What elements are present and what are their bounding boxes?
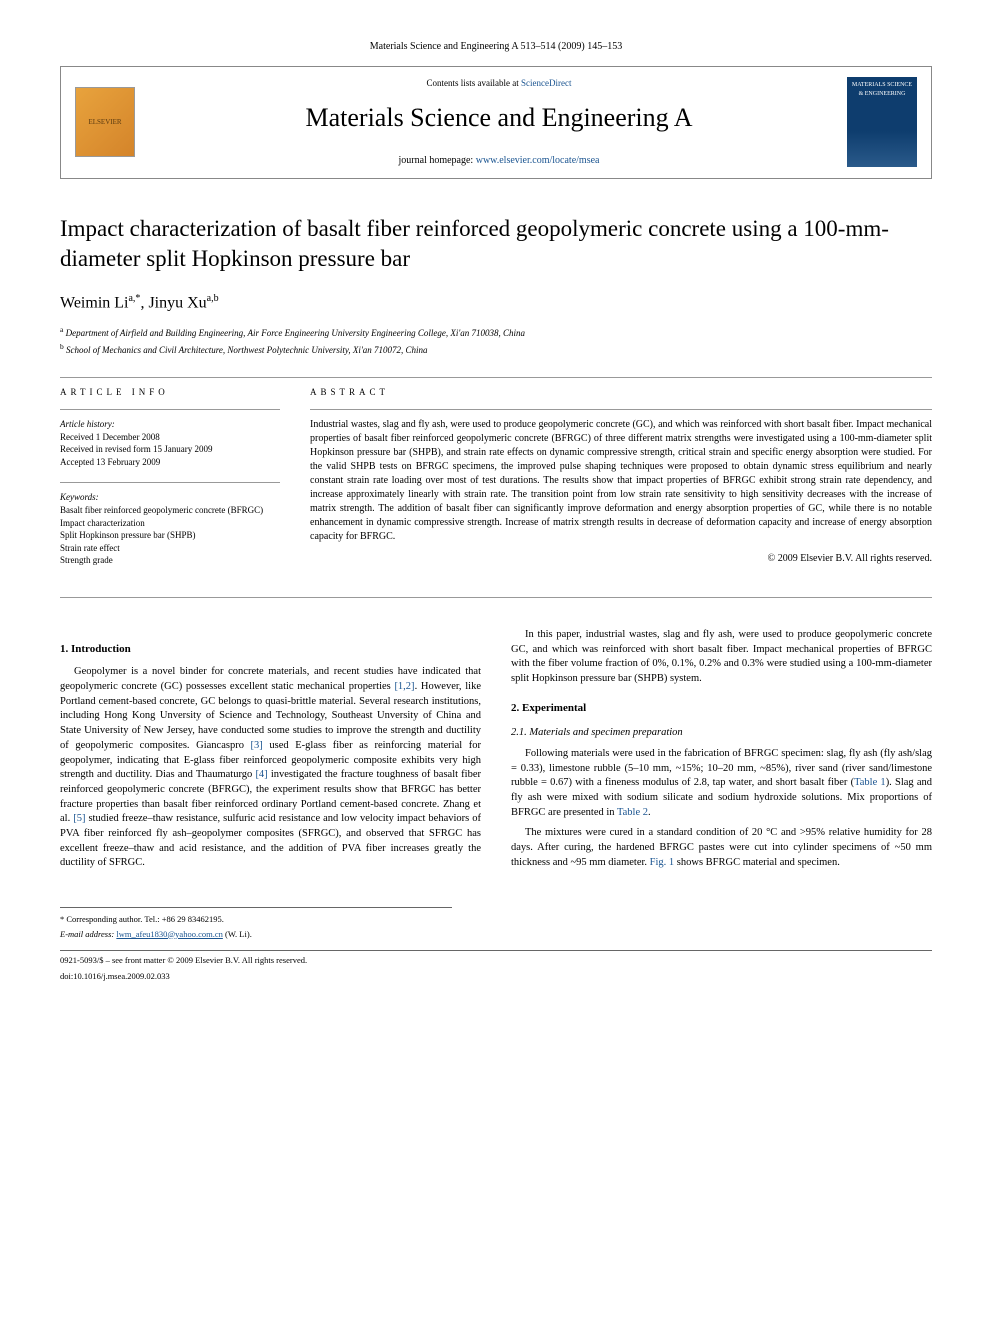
authors: Weimin Lia,*, Jinyu Xua,b [60,292,932,315]
keyword: Strain rate effect [60,542,280,555]
abstract-text: Industrial wastes, slag and fly ash, wer… [310,418,932,544]
separator [310,409,932,410]
abstract-heading: ABSTRACT [310,386,932,399]
subsection-heading-materials: 2.1. Materials and specimen preparation [511,726,932,741]
experimental-paragraph-2: The mixtures were cured in a standard co… [511,826,932,870]
author-1: Weimin Li [60,294,128,311]
author-2-affil: a,b [207,293,219,304]
journal-homepage: journal homepage: www.elsevier.com/locat… [151,154,847,168]
ref-link[interactable]: [4] [255,769,267,780]
section-heading-experimental: 2. Experimental [511,701,932,716]
journal-header-center: Contents lists available at ScienceDirec… [151,77,847,168]
copyright: © 2009 Elsevier B.V. All rights reserved… [310,552,932,566]
history-accepted: Accepted 13 February 2009 [60,456,280,469]
corresponding-author-footer: * Corresponding author. Tel.: +86 29 834… [60,907,452,941]
experimental-paragraph-1: Following materials were used in the fab… [511,747,932,820]
figure-link[interactable]: Fig. 1 [650,857,675,868]
elsevier-logo: ELSEVIER [75,87,135,157]
intro-paragraph-2: In this paper, industrial wastes, slag a… [511,628,932,687]
sciencedirect-link[interactable]: ScienceDirect [521,78,571,88]
ref-link[interactable]: [5] [73,813,85,824]
table-link[interactable]: Table 1 [854,777,886,788]
keywords-label: Keywords: [60,491,280,504]
separator [60,482,280,483]
author-2: Jinyu Xu [148,294,206,311]
keyword: Strength grade [60,554,280,567]
article-info-heading: ARTICLE INFO [60,386,280,399]
keyword: Split Hopkinson pressure bar (SHPB) [60,529,280,542]
abstract-column: ABSTRACT Industrial wastes, slag and fly… [310,386,932,567]
contents-available: Contents lists available at ScienceDirec… [151,77,847,90]
keyword: Basalt fiber reinforced geopolymeric con… [60,504,280,517]
email-link[interactable]: lwm_afeu1830@yahoo.com.cn [116,929,223,939]
separator [60,597,932,598]
history-received: Received 1 December 2008 [60,431,280,444]
table-link[interactable]: Table 2 [617,807,648,818]
journal-homepage-link[interactable]: www.elsevier.com/locate/msea [476,155,600,166]
journal-header-box: ELSEVIER Contents lists available at Sci… [60,66,932,179]
journal-name: Materials Science and Engineering A [151,100,847,136]
article-info-column: ARTICLE INFO Article history: Received 1… [60,386,280,567]
author-1-affil: a,* [128,293,140,304]
ref-link[interactable]: [1,2] [394,681,414,692]
keyword: Impact characterization [60,517,280,530]
intro-paragraph-1: Geopolymer is a novel binder for concret… [60,665,481,871]
separator [60,409,280,410]
journal-cover-thumbnail: MATERIALS SCIENCE & ENGINEERING [847,77,917,167]
section-heading-intro: 1. Introduction [60,642,481,657]
doi-line: doi:10.1016/j.msea.2009.02.033 [60,967,932,983]
separator [60,377,932,378]
issn-line: 0921-5093/$ – see front matter © 2009 El… [60,951,932,967]
corresponding-email: E-mail address: lwm_afeu1830@yahoo.com.c… [60,929,452,941]
ref-link[interactable]: [3] [251,740,263,751]
article-title: Impact characterization of basalt fiber … [60,214,932,274]
corresponding-tel: * Corresponding author. Tel.: +86 29 834… [60,914,452,926]
history-revised: Received in revised form 15 January 2009 [60,443,280,456]
header-citation: Materials Science and Engineering A 513–… [60,40,932,54]
affiliations: a Department of Airfield and Building En… [60,324,932,357]
body-columns: 1. Introduction Geopolymer is a novel bi… [60,628,932,877]
history-label: Article history: [60,418,280,431]
